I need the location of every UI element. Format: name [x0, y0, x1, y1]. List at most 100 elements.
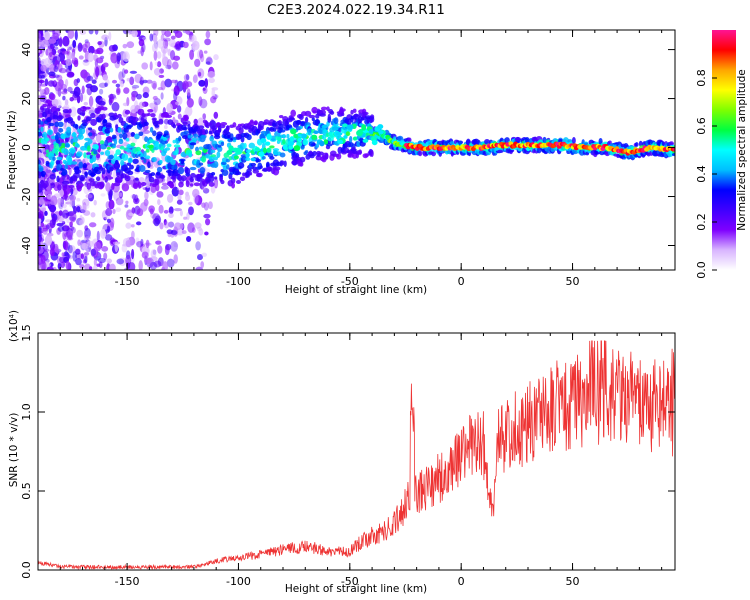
spectrogram-cell — [66, 71, 75, 78]
spectrogram-cell — [131, 121, 137, 126]
spectrogram-cell — [199, 167, 206, 174]
spectrogram-cell — [166, 143, 172, 148]
spectrogram-cell — [183, 114, 189, 122]
spectrogram-cell — [197, 117, 205, 128]
spectrogram-cell — [78, 161, 84, 169]
spectrogram-cell — [62, 185, 68, 191]
spectrogram-cell — [343, 135, 348, 139]
spectrogram-cell — [135, 237, 140, 246]
spectrogram-cell — [150, 172, 156, 177]
spectrogram-cell — [378, 130, 384, 135]
spectrogram-cell — [160, 92, 164, 100]
spectrogram-cell — [240, 135, 245, 143]
spectrogram-cell — [207, 71, 216, 78]
spectrogram-cell — [108, 93, 117, 99]
spectrogram-cell — [144, 190, 149, 200]
spectrogram-cell — [166, 258, 175, 268]
spectrogram-cell — [101, 113, 106, 120]
spectrogram-cell — [168, 38, 176, 48]
spectrogram-cell — [124, 204, 129, 208]
spectrogram-cell — [47, 184, 51, 196]
spectrogram-cell — [208, 181, 215, 187]
chart-title: C2E3.2024.022.19.34.R11 — [267, 2, 445, 18]
spectrogram-cell — [38, 159, 41, 165]
spectrogram-cell — [124, 109, 131, 115]
spectrogram-cell — [214, 181, 219, 187]
spectrogram-cell — [158, 74, 165, 78]
spectrogram-cell — [63, 103, 70, 111]
spectrogram-cell — [68, 184, 75, 189]
spectrogram-cell — [103, 216, 107, 221]
spectrogram-cell — [245, 157, 251, 162]
spectrogram-cell — [571, 136, 576, 145]
spectrogram-cell — [54, 150, 59, 156]
spectrogram-cell — [255, 158, 262, 163]
x-tick-label: -50 — [341, 275, 359, 288]
spectrogram-cell — [160, 80, 166, 91]
spectrogram-cell — [164, 140, 168, 144]
spectrogram-cell — [97, 142, 102, 153]
spectrogram-cell — [166, 58, 172, 70]
spectrogram-cell — [135, 177, 139, 181]
spectrogram-cell — [108, 31, 112, 42]
spectrogram-cell — [323, 129, 328, 134]
spectrogram-cell — [95, 66, 100, 78]
spectrogram-cell — [67, 244, 73, 254]
spectrogram-cell — [352, 136, 358, 141]
spectrogram-cell — [93, 199, 97, 206]
spectrogram-cell — [73, 166, 80, 171]
spectrogram-cell — [61, 203, 67, 209]
spectrogram-cell — [58, 52, 66, 62]
spectrogram-cell — [88, 266, 93, 270]
spectrogram-cell — [131, 248, 135, 260]
spectrogram-cell — [73, 178, 78, 182]
spectrogram-cell — [197, 125, 205, 129]
spectrogram-cell — [94, 144, 99, 151]
spectrogram-cell — [68, 46, 72, 50]
colorbar-tick-label: 0.4 — [695, 165, 708, 183]
spectrogram-cell — [88, 45, 95, 54]
spectrogram-cell — [258, 125, 264, 131]
spectrogram-cell — [293, 133, 298, 139]
spectrogram-cell — [221, 169, 229, 177]
spectrogram-cell — [46, 266, 54, 270]
spectrogram-cell — [132, 86, 137, 90]
spectrogram-cell — [126, 97, 130, 107]
spectrogram-cell — [43, 180, 49, 188]
spectrogram-cell — [123, 87, 130, 94]
spectrogram-cell — [105, 208, 113, 217]
spectrogram-cell — [74, 124, 79, 130]
spectrogram-cell — [81, 85, 85, 95]
spectrogram-cell — [78, 127, 86, 135]
spectrogram-cell — [254, 147, 260, 152]
spectrogram-cell — [111, 101, 120, 112]
spectrogram-cell — [109, 237, 116, 247]
spectrogram-cell — [226, 149, 233, 156]
spectrogram-cell — [38, 74, 46, 79]
spectrogram-cell — [108, 154, 115, 160]
spectrogram-cell — [63, 208, 69, 214]
spectrogram-cell — [130, 142, 136, 147]
spectrogram-cell — [634, 142, 639, 147]
x-tick-label: 50 — [566, 575, 580, 588]
spectrogram-cell — [52, 156, 56, 161]
spectrogram-cell — [266, 147, 271, 153]
spectrogram-cell — [126, 162, 132, 167]
spectrogram-cell — [42, 103, 48, 108]
spectrogram-cell — [335, 131, 343, 136]
spectrogram-cell — [147, 112, 151, 117]
spectrogram-cell — [106, 225, 111, 232]
spectrogram-cell — [125, 137, 130, 142]
spectrogram-cell — [261, 155, 266, 160]
spectrogram-cell — [93, 258, 98, 267]
spectrogram-cell — [333, 117, 339, 125]
spectrogram-cell — [616, 153, 620, 159]
spectrogram-cell — [44, 78, 49, 87]
spectrogram-cell — [162, 52, 166, 64]
spectrogram-cell — [163, 218, 167, 226]
spectrogram-cell — [282, 138, 286, 145]
spectrogram-cell — [349, 135, 353, 143]
spectrogram-cell — [312, 151, 317, 156]
spectrogram-cell — [273, 166, 281, 171]
spectrogram-cell — [277, 136, 282, 142]
